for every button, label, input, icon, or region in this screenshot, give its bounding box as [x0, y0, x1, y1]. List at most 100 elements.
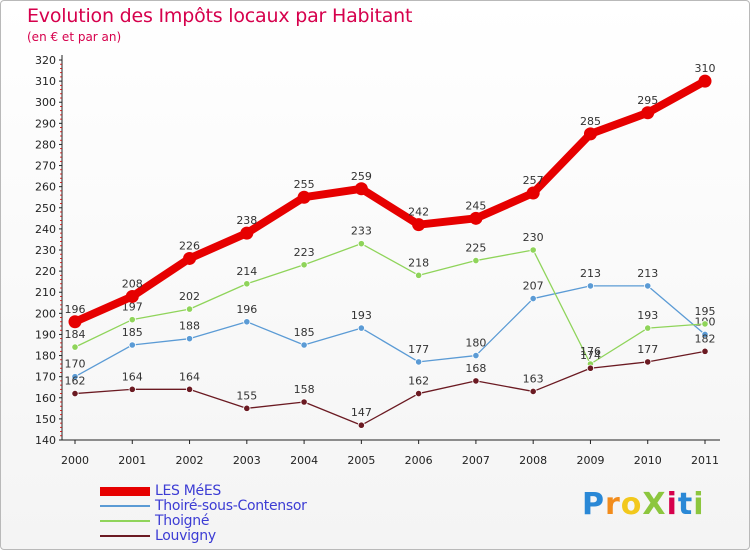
data-label: 195	[695, 305, 716, 318]
logo-letter: t	[677, 487, 694, 522]
data-point	[415, 358, 423, 366]
legend-label: Thoiré-sous-Contensor	[155, 498, 307, 514]
logo-letter: i	[666, 487, 678, 522]
proxiti-logo: ProXiti	[582, 487, 705, 522]
data-point	[300, 261, 308, 269]
data-point	[472, 256, 480, 265]
data-label: 196	[236, 303, 257, 316]
y-tick-label: 200	[35, 307, 56, 320]
data-point	[701, 347, 709, 355]
data-label: 158	[294, 383, 315, 396]
x-tick-label: 2008	[519, 454, 547, 467]
logo-letter: o	[620, 487, 643, 522]
data-point	[300, 398, 308, 406]
data-label: 185	[294, 326, 315, 339]
data-point	[357, 240, 365, 248]
y-tick-label: 220	[35, 265, 56, 278]
legend-label: LES MéES	[155, 483, 222, 499]
data-label: 176	[580, 345, 601, 358]
data-label: 223	[294, 246, 315, 259]
data-label: 207	[523, 280, 544, 293]
data-label: 174	[580, 349, 601, 362]
x-tick-label: 2005	[347, 454, 375, 467]
data-label: 155	[236, 389, 257, 402]
data-point	[472, 377, 480, 385]
x-tick-label: 2003	[233, 454, 261, 467]
data-point	[71, 343, 79, 351]
legend-item: Louvigny	[100, 529, 307, 543]
chart-title: Evolution des Impôts locaux par Habitant	[27, 5, 413, 27]
data-label: 213	[580, 267, 601, 280]
data-label: 162	[408, 375, 429, 388]
data-point	[300, 341, 308, 349]
chart-legend: LES MéES Thoiré-sous-Contensor Thoigné L…	[100, 484, 307, 544]
x-tick-label: 2006	[405, 454, 433, 467]
data-point	[125, 289, 139, 303]
data-label: 225	[465, 242, 486, 255]
y-tick-label: 260	[35, 181, 56, 194]
y-tick-label: 270	[35, 160, 56, 173]
data-label: 295	[637, 94, 658, 107]
data-point	[529, 387, 537, 396]
data-point	[701, 320, 709, 328]
data-point	[240, 226, 254, 240]
data-label: 188	[179, 320, 200, 333]
data-label: 218	[408, 256, 429, 269]
data-point	[183, 251, 197, 265]
data-label: 213	[637, 267, 658, 280]
data-label: 185	[122, 326, 143, 339]
y-tick-label: 150	[35, 413, 56, 426]
data-label: 233	[351, 225, 372, 238]
data-label: 202	[179, 290, 200, 303]
legend-swatch	[100, 535, 150, 537]
data-label: 177	[637, 343, 658, 356]
data-label: 182	[695, 332, 716, 345]
data-label: 180	[465, 337, 486, 350]
data-point	[71, 389, 79, 398]
data-point	[472, 351, 480, 360]
data-label: 193	[637, 309, 658, 322]
data-point	[644, 324, 652, 332]
data-point	[526, 186, 540, 200]
data-label: 255	[294, 178, 315, 191]
x-tick-label: 2007	[462, 454, 490, 467]
y-tick-label: 210	[35, 286, 56, 299]
logo-letter: i	[693, 487, 705, 522]
data-label: 208	[122, 277, 143, 290]
y-tick-label: 140	[35, 434, 56, 447]
data-point	[185, 305, 194, 313]
logo-letter: r	[605, 487, 621, 522]
y-tick-label: 250	[35, 202, 56, 215]
data-point	[243, 280, 251, 288]
data-point	[128, 385, 136, 393]
data-point	[354, 182, 368, 196]
y-tick-label: 160	[35, 392, 56, 405]
data-point	[185, 385, 194, 393]
data-point	[357, 421, 365, 429]
data-point	[412, 218, 426, 232]
data-label: 238	[236, 214, 257, 227]
data-point	[357, 324, 365, 332]
data-label: 197	[122, 301, 143, 314]
logo-letter: P	[582, 487, 605, 522]
x-tick-label: 2002	[176, 454, 204, 467]
data-label: 259	[351, 170, 372, 183]
data-label: 170	[65, 358, 86, 371]
data-label: 162	[65, 375, 86, 388]
y-tick-label: 180	[35, 350, 56, 363]
data-label: 177	[408, 343, 429, 356]
data-label: 168	[465, 362, 486, 375]
data-point	[641, 106, 655, 120]
legend-label: Thoigné	[155, 513, 210, 529]
series-line	[71, 77, 709, 326]
legend-item: Thoiré-sous-Contensor	[100, 499, 307, 513]
data-point	[529, 294, 537, 303]
y-tick-label: 240	[35, 223, 56, 236]
logo-letter: X	[642, 487, 667, 522]
y-tick-label: 230	[35, 244, 56, 257]
data-point	[529, 246, 537, 254]
y-tick-label: 320	[35, 54, 56, 67]
series-line	[74, 285, 706, 378]
data-label: 164	[179, 370, 200, 383]
data-point	[644, 358, 652, 366]
